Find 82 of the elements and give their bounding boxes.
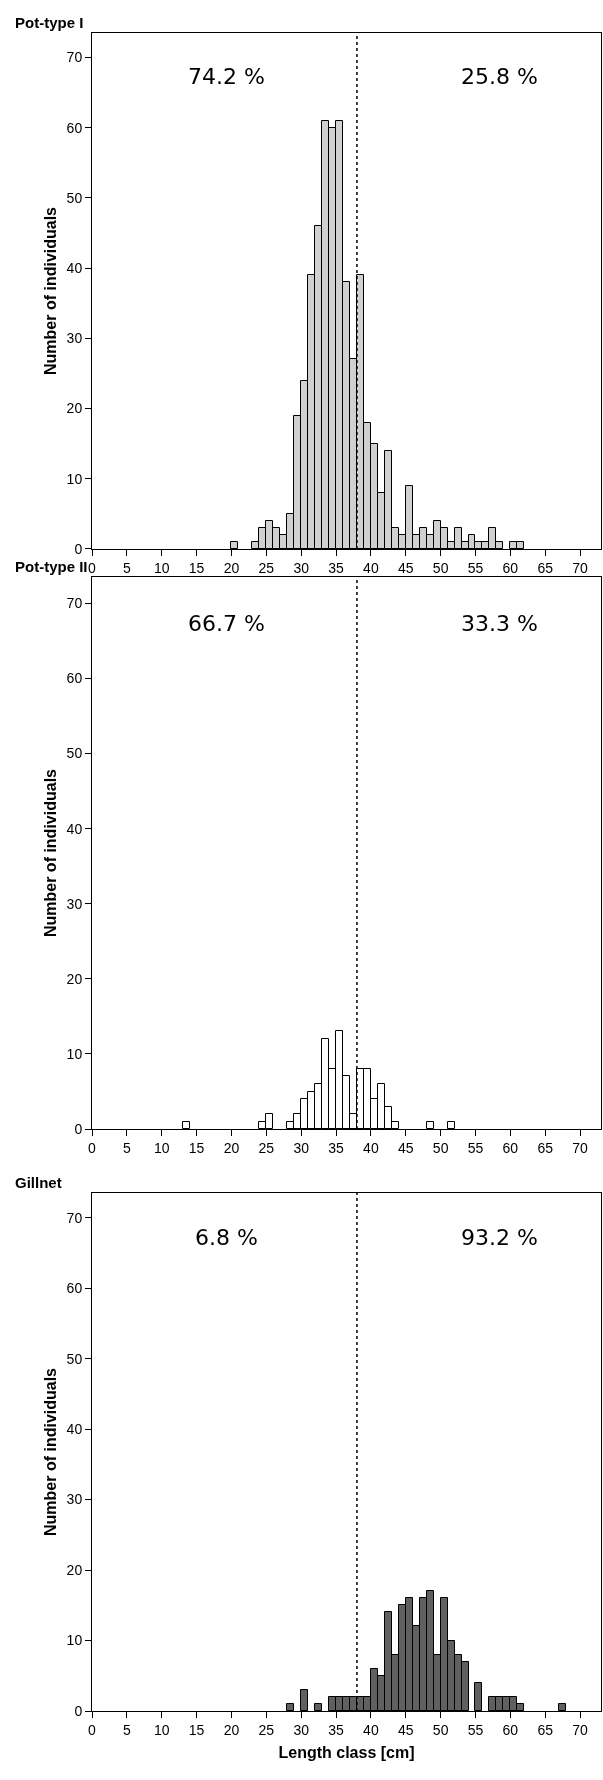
y-tick-label: 20 xyxy=(66,400,83,417)
y-tick-label: 30 xyxy=(66,1491,83,1508)
chart-title: Pot-type I xyxy=(15,14,84,31)
x-tick-label: 45 xyxy=(397,1139,414,1156)
x-tick-label: 35 xyxy=(328,1721,345,1738)
y-tick-label: 0 xyxy=(74,1702,83,1719)
y-tick-label: 20 xyxy=(66,970,83,987)
y-tick-label: 10 xyxy=(66,470,83,487)
annotation: 25.8 % xyxy=(461,64,538,89)
y-axis-title: Number of individuals xyxy=(41,206,59,375)
x-tick-label: 60 xyxy=(502,559,519,576)
x-tick-label: 45 xyxy=(397,1721,414,1738)
x-tick-label: 10 xyxy=(153,1139,170,1156)
annotation: 66.7 % xyxy=(188,611,265,636)
x-tick-label: 35 xyxy=(328,559,345,576)
y-tick-label: 70 xyxy=(66,1209,83,1226)
x-tick-label: 15 xyxy=(188,559,205,576)
x-tick-label: 30 xyxy=(293,559,310,576)
y-tick-label: 40 xyxy=(66,1420,83,1437)
x-tick-label: 20 xyxy=(223,559,240,576)
y-tick-label: 50 xyxy=(66,189,83,206)
y-tick-label: 10 xyxy=(66,1045,83,1062)
annotation: 33.3 % xyxy=(461,611,538,636)
x-tick-label: 25 xyxy=(258,559,275,576)
x-tick-label: 10 xyxy=(153,559,170,576)
chart-title: Gillnet xyxy=(15,1174,62,1191)
x-tick-label: 70 xyxy=(572,1139,589,1156)
x-tick-label: 40 xyxy=(363,1721,379,1738)
x-tick-label: 30 xyxy=(293,1721,310,1738)
x-tick-label: 65 xyxy=(537,1721,554,1738)
x-tick-label: 65 xyxy=(537,559,554,576)
x-tick-label: 60 xyxy=(502,1721,519,1738)
x-tick-label: 70 xyxy=(572,1721,589,1738)
x-tick-label: 55 xyxy=(467,1139,484,1156)
x-tick-label: 0 xyxy=(88,1139,97,1156)
x-tick-label: 35 xyxy=(328,1139,345,1156)
x-tick-label: 50 xyxy=(432,1139,449,1156)
x-tick-label: 25 xyxy=(258,1139,275,1156)
y-tick-label: 40 xyxy=(66,820,83,837)
x-tick-label: 65 xyxy=(537,1139,554,1156)
x-tick-label: 30 xyxy=(293,1139,310,1156)
y-tick-label: 50 xyxy=(66,745,83,762)
y-tick-label: 30 xyxy=(66,895,83,912)
x-tick-label: 70 xyxy=(572,559,589,576)
chart-title: Pot-type II xyxy=(15,558,88,575)
x-tick-label: 40 xyxy=(363,1139,379,1156)
x-tick-label: 55 xyxy=(467,559,484,576)
x-tick-label: 55 xyxy=(467,1721,484,1738)
y-tick-label: 70 xyxy=(66,595,83,612)
annotation: 74.2 % xyxy=(188,64,265,89)
y-axis-title: Number of individuals xyxy=(41,1367,59,1537)
x-tick-label: 0 xyxy=(88,559,97,576)
y-tick-label: 30 xyxy=(66,330,83,347)
annotation: 6.8 % xyxy=(195,1225,258,1250)
x-tick-label: 0 xyxy=(88,1721,97,1738)
x-tick-label: 25 xyxy=(258,1721,275,1738)
x-tick-label: 50 xyxy=(432,559,449,576)
x-tick-label: 5 xyxy=(122,1721,131,1738)
y-tick-label: 20 xyxy=(66,1561,83,1578)
y-tick-label: 70 xyxy=(66,49,83,66)
x-tick-label: 20 xyxy=(223,1139,240,1156)
y-tick-label: 0 xyxy=(74,1120,83,1137)
x-tick-label: 15 xyxy=(188,1139,205,1156)
y-tick-label: 60 xyxy=(66,1280,83,1297)
x-tick-label: 5 xyxy=(122,559,131,576)
y-tick-label: 40 xyxy=(66,260,83,277)
y-tick-label: 60 xyxy=(66,119,83,136)
y-tick-label: 50 xyxy=(66,1350,83,1367)
x-tick-label: 15 xyxy=(188,1721,205,1738)
x-tick-label: 45 xyxy=(397,559,414,576)
x-tick-label: 20 xyxy=(223,1721,240,1738)
y-axis-title: Number of individuals xyxy=(41,768,59,938)
x-tick-label: 10 xyxy=(153,1721,170,1738)
x-tick-label: 40 xyxy=(363,559,379,576)
x-tick-label: 5 xyxy=(122,1139,131,1156)
y-tick-label: 10 xyxy=(66,1632,83,1649)
x-tick-label: 50 xyxy=(432,1721,449,1738)
y-tick-label: 0 xyxy=(74,540,83,557)
x-axis-title: Length class [cm] xyxy=(278,1744,415,1762)
y-tick-label: 60 xyxy=(66,670,83,687)
x-tick-label: 60 xyxy=(502,1139,519,1156)
annotation: 93.2 % xyxy=(461,1225,538,1250)
